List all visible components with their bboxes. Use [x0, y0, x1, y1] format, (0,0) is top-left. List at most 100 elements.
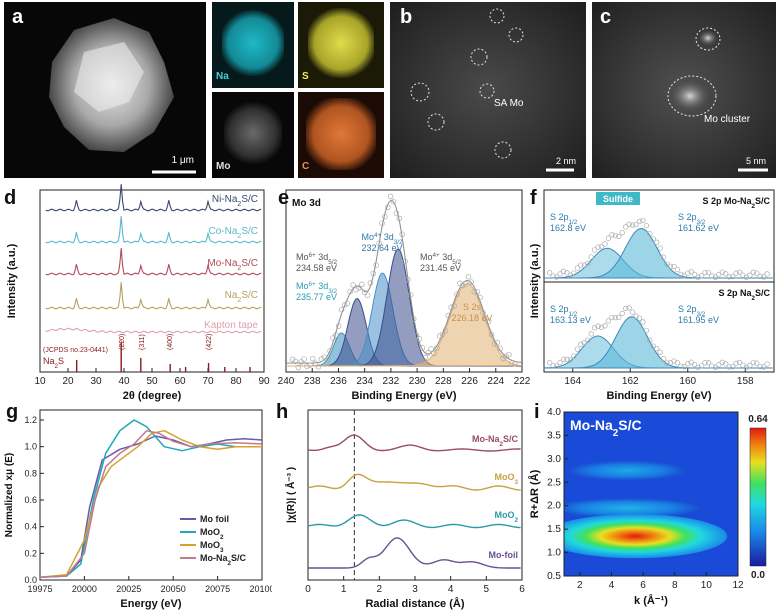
data-point — [695, 274, 701, 280]
peak-label: S 2p1/2 — [550, 304, 578, 318]
data-point — [609, 232, 615, 238]
data-point — [384, 204, 391, 211]
data-point — [591, 325, 598, 331]
x-tick-label: 230 — [409, 376, 426, 387]
data-point — [419, 345, 426, 351]
data-point — [379, 220, 385, 226]
panel-label-i: i — [534, 401, 540, 423]
data-point — [509, 360, 515, 366]
data-point — [626, 221, 632, 227]
data-point — [605, 235, 612, 241]
data-point — [309, 355, 316, 362]
data-point — [698, 363, 705, 369]
data-point — [405, 276, 411, 283]
data-point — [595, 323, 601, 329]
y-axis-label: R+ΔR (Å) — [528, 469, 541, 518]
data-point — [629, 222, 636, 228]
data-point — [491, 341, 498, 347]
y-tick-label: 2.5 — [547, 477, 561, 488]
data-point — [716, 362, 722, 368]
data-point — [454, 291, 460, 298]
particle-image — [49, 18, 196, 174]
x-tick-label: 6 — [519, 584, 525, 595]
data-point — [468, 279, 475, 285]
data-point — [578, 341, 584, 347]
data-point — [757, 363, 763, 370]
series-line-mo-na2s-c — [45, 248, 262, 276]
data-point — [685, 270, 691, 276]
data-point — [581, 340, 587, 346]
x-tick-label: 234 — [356, 376, 373, 387]
data-point — [602, 241, 608, 247]
subplot-title: S 2p Na2S/C — [718, 288, 770, 302]
data-point — [754, 270, 760, 276]
sulfide-badge — [596, 192, 640, 205]
data-point — [757, 273, 763, 280]
data-point — [671, 263, 677, 270]
data-point — [664, 360, 670, 366]
data-point — [425, 350, 431, 356]
data-point — [511, 361, 518, 367]
data-point — [367, 280, 374, 286]
data-point — [660, 254, 667, 260]
y-tick-label: 4.0 — [547, 407, 561, 418]
data-point — [465, 273, 472, 280]
colorbar-max-label: 0.64 — [748, 414, 768, 425]
data-point — [574, 265, 581, 271]
data-point — [747, 362, 753, 369]
y-tick-label: 3.5 — [547, 430, 561, 441]
data-point — [477, 294, 483, 301]
x-tick-label: 236 — [330, 376, 347, 387]
data-point — [553, 274, 560, 280]
data-point — [616, 314, 622, 321]
data-point — [629, 309, 636, 315]
fit-peak — [544, 316, 773, 369]
data-point — [574, 346, 581, 352]
data-point — [439, 331, 446, 338]
data-point — [657, 245, 663, 251]
series-line-co-na2s-c — [45, 216, 262, 244]
data-point — [298, 359, 304, 365]
data-point — [723, 271, 729, 277]
data-point — [609, 314, 615, 321]
data-point — [382, 213, 388, 220]
panel-label-c: c — [600, 6, 612, 28]
panel-label-a: a — [12, 6, 24, 28]
data-point — [416, 336, 423, 342]
panel-a-tem-image: a 1 μm — [4, 2, 206, 178]
peak-value: 226.18 eV — [451, 313, 492, 323]
x-tick-label: 2 — [577, 580, 583, 591]
data-point — [560, 268, 567, 275]
mo-cluster-annotation: Mo cluster — [704, 114, 751, 125]
data-point — [321, 354, 328, 360]
data-point — [733, 270, 739, 276]
eds-label-s: S — [302, 71, 309, 82]
x-tick-label: 238 — [304, 376, 321, 387]
peak-value: 163.13 eV — [550, 315, 591, 325]
data-point — [729, 273, 736, 280]
fit-peak-4 — [285, 282, 523, 367]
eds-map-mo: Mo — [212, 92, 294, 178]
data-point — [356, 285, 362, 291]
data-point — [743, 274, 750, 280]
chart-title: Mo-Na2S/C — [570, 417, 642, 439]
x-tick-label: 160 — [679, 376, 696, 387]
series-label: Mo-Na2S/C — [207, 258, 258, 272]
x-tick-label: 1 — [341, 584, 347, 595]
x-tick-label: 224 — [487, 376, 504, 387]
panel-label-g: g — [6, 401, 18, 423]
y-tick-label: 0.4 — [24, 522, 37, 532]
y-axis-label: Intensity (a.u.) — [529, 243, 541, 318]
data-point — [702, 269, 708, 276]
x-tick-label: 240 — [278, 376, 295, 387]
data-point — [315, 363, 322, 370]
series-line-kapton-tape — [45, 327, 262, 334]
data-point — [674, 266, 681, 273]
subplot-title: S 2p Mo-Na2S/C — [702, 196, 770, 210]
xrd-chart: d 10 20 30 40 50 60 70 80 90 2θ (degree) Intensity … — [4, 184, 270, 402]
panel-label-h: h — [276, 401, 288, 423]
data-point — [488, 331, 495, 338]
data-point — [376, 240, 382, 247]
reference-compound-label: Na2S — [43, 356, 64, 370]
data-point — [344, 300, 351, 307]
